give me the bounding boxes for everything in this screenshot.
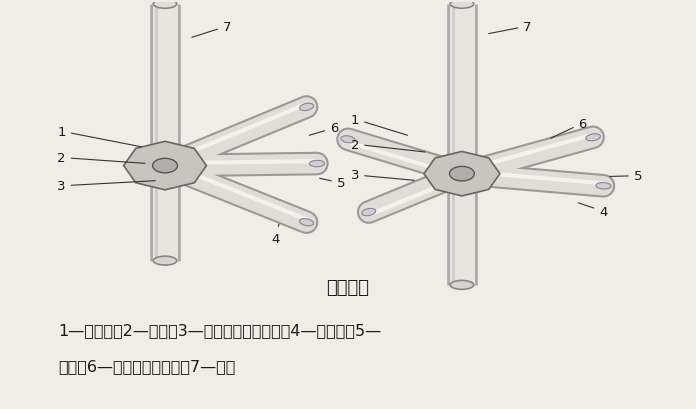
Text: 7: 7	[192, 20, 232, 38]
Text: 2: 2	[57, 152, 145, 164]
Polygon shape	[424, 152, 500, 196]
Text: 斜杆；6—斜杆杆端才接头；7—立杆: 斜杆；6—斜杆杆端才接头；7—立杆	[58, 358, 235, 373]
Text: 3: 3	[351, 169, 414, 182]
Ellipse shape	[596, 183, 611, 190]
Ellipse shape	[153, 256, 177, 265]
Polygon shape	[124, 142, 207, 190]
Text: 6: 6	[551, 117, 587, 139]
Ellipse shape	[586, 135, 601, 142]
Text: 7: 7	[489, 20, 532, 34]
Ellipse shape	[299, 104, 313, 111]
Text: 4: 4	[578, 203, 608, 218]
Circle shape	[152, 159, 177, 173]
Text: 4: 4	[271, 225, 280, 245]
Ellipse shape	[450, 0, 474, 9]
Text: 盘扣结点: 盘扣结点	[326, 278, 370, 296]
Text: 2: 2	[351, 138, 425, 153]
Text: 1: 1	[57, 126, 141, 148]
Text: 1—连接盘；2—插销；3—水平杆杆端才接头；4—水平杆；5—: 1—连接盘；2—插销；3—水平杆杆端才接头；4—水平杆；5—	[58, 322, 381, 337]
Text: 3: 3	[57, 180, 155, 193]
Ellipse shape	[362, 209, 376, 216]
Text: 5: 5	[319, 177, 345, 190]
Text: 1: 1	[351, 113, 407, 136]
Ellipse shape	[450, 281, 474, 290]
Text: 6: 6	[309, 122, 338, 136]
Ellipse shape	[341, 137, 355, 144]
Ellipse shape	[309, 161, 324, 167]
Text: 5: 5	[610, 170, 642, 183]
Ellipse shape	[153, 0, 177, 9]
Ellipse shape	[299, 219, 314, 226]
Circle shape	[450, 167, 475, 182]
